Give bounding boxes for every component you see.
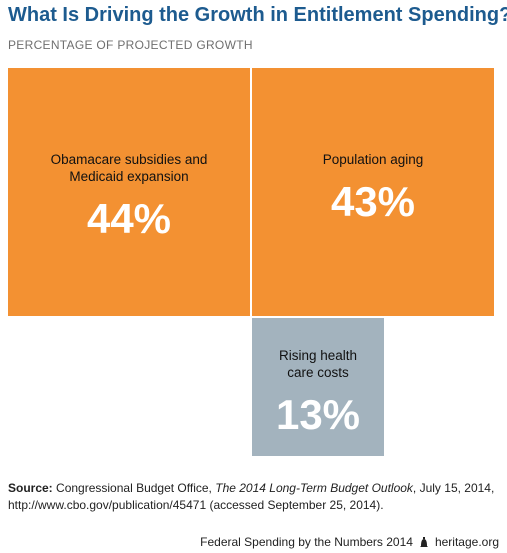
treemap-cell-population-aging (252, 68, 494, 316)
footer-publication: Federal Spending by the Numbers 2014 (200, 535, 413, 549)
treemap-cell-obamacare (8, 68, 250, 316)
treemap-cell-health-costs (252, 318, 384, 456)
treemap-label-obamacare: Obamacare subsidies and (51, 152, 208, 167)
treemap-label-health-costs: Rising health (279, 348, 357, 363)
source-text-2: , July 15, 2014, http://www.cbo.gov/publ… (8, 481, 495, 512)
chart-subtitle: PERCENTAGE OF PROJECTED GROWTH (8, 38, 253, 52)
source-prefix: Source: (8, 481, 53, 495)
treemap-label-population-aging: Population aging (323, 152, 424, 167)
treemap-value-obamacare: 44% (87, 195, 171, 242)
treemap-label-health-costs: care costs (287, 365, 349, 380)
footer-site: heritage.org (434, 535, 499, 549)
treemap-chart: Obamacare subsidies and Medicaid expansio… (8, 68, 494, 456)
source-report-title: The 2014 Long-Term Budget Outlook (215, 481, 413, 495)
source-text-1: Congressional Budget Office, (52, 481, 216, 495)
footer: Federal Spending by the Numbers 2014 her… (200, 535, 499, 549)
treemap-label-obamacare: Medicaid expansion (69, 169, 188, 184)
chart-title: What Is Driving the Growth in Entitlemen… (8, 4, 507, 26)
treemap-value-health-costs: 13% (276, 391, 360, 438)
source-note: Source: Congressional Budget Office, The… (8, 480, 500, 514)
liberty-bell-icon (419, 536, 428, 547)
treemap-value-population-aging: 43% (331, 178, 415, 225)
